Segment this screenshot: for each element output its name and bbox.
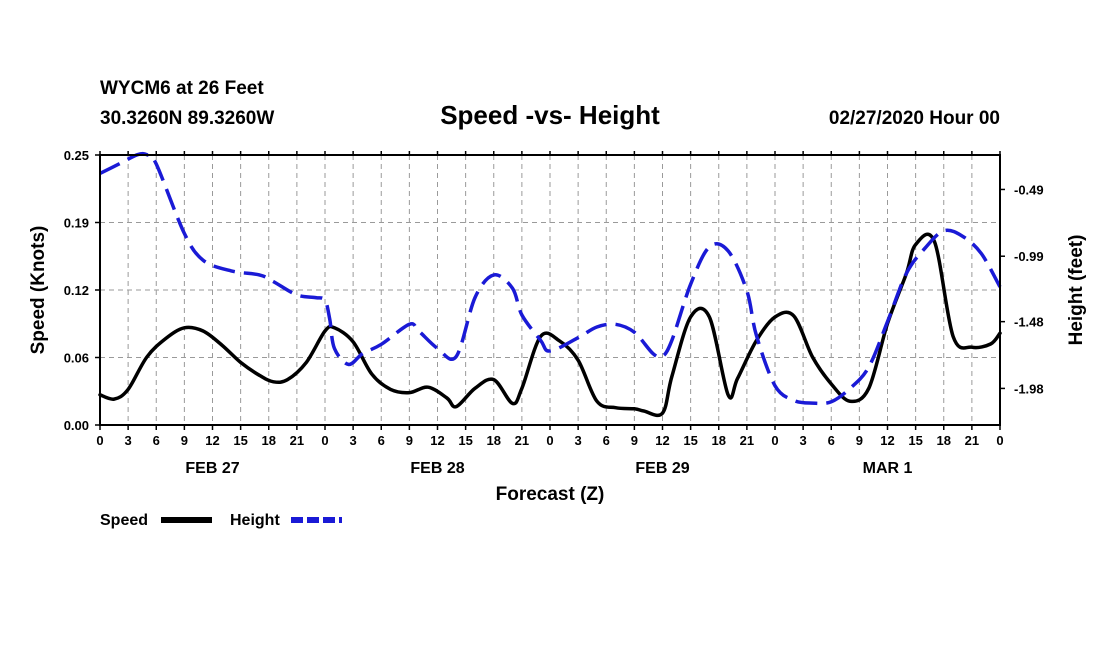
- x-tick-label: 0: [321, 433, 328, 448]
- axis-tick-labels: 0 3 6 9 12 15 18 21 0 3 6 9 12 15 18 21 0 3 6 9 12 15 18 21 0 3 6 9…: [64, 148, 1044, 477]
- x-tick-label: 3: [800, 433, 807, 448]
- series-group: [98, 151, 1002, 418]
- x-tick-label: 3: [125, 433, 132, 448]
- x-tick-label: 21: [965, 433, 979, 448]
- x-tick-label: 0: [546, 433, 553, 448]
- x-tick-label: 9: [406, 433, 413, 448]
- day-label: FEB 29: [635, 460, 689, 477]
- chart-title: Speed -vs- Height: [440, 100, 660, 130]
- x-tick-label: 6: [378, 433, 385, 448]
- x-tick-label: 0: [96, 433, 103, 448]
- x-tick-label: 6: [153, 433, 160, 448]
- coords-label: 30.3260N 89.3260W: [100, 108, 274, 129]
- y-tick-label: 0.00: [64, 418, 89, 433]
- x-tick-label: 21: [515, 433, 529, 448]
- x-tick-label: 15: [683, 433, 697, 448]
- x-tick-label: 9: [631, 433, 638, 448]
- day-label: FEB 28: [410, 460, 464, 477]
- x-tick-label: 9: [856, 433, 863, 448]
- x-tick-label: 6: [828, 433, 835, 448]
- grid: [100, 155, 1000, 425]
- x-tick-label: 18: [487, 433, 501, 448]
- speed-series-line: [98, 232, 1002, 418]
- y2-axis-label: Height (feet): [1066, 235, 1087, 346]
- y2-tick-label: -0.99: [1014, 249, 1044, 264]
- x-tick-label: 12: [430, 433, 444, 448]
- x-tick-label: 15: [908, 433, 922, 448]
- x-tick-label: 9: [181, 433, 188, 448]
- legend-height-label: Height: [230, 512, 280, 529]
- day-label: FEB 27: [185, 460, 239, 477]
- legend-speed-label: Speed: [100, 512, 148, 529]
- x-tick-label: 3: [575, 433, 582, 448]
- x-axis-label: Forecast (Z): [496, 484, 605, 505]
- x-tick-label: 18: [262, 433, 276, 448]
- x-tick-label: 6: [603, 433, 610, 448]
- y-tick-label: 0.06: [64, 351, 89, 366]
- x-tick-label: 12: [205, 433, 219, 448]
- height-series-line: [99, 151, 1002, 406]
- y-tick-label: 0.12: [64, 283, 89, 298]
- x-tick-label: 3: [350, 433, 357, 448]
- x-tick-label: 0: [771, 433, 778, 448]
- x-tick-label: 18: [712, 433, 726, 448]
- y-axis-label: Speed (Knots): [28, 226, 49, 355]
- y-tick-label: 0.25: [64, 148, 89, 163]
- x-tick-label: 12: [655, 433, 669, 448]
- x-tick-label: 18: [937, 433, 951, 448]
- x-tick-label: 21: [290, 433, 304, 448]
- y-tick-label: 0.19: [64, 216, 89, 231]
- x-tick-label: 15: [458, 433, 472, 448]
- y2-tick-label: -1.98: [1014, 381, 1044, 396]
- x-tick-label: 21: [740, 433, 754, 448]
- station-label: WYCM6 at 26 Feet: [100, 78, 264, 99]
- x-tick-label: 0: [996, 433, 1003, 448]
- legend: Speed Height: [100, 512, 342, 529]
- y2-tick-label: -0.49: [1014, 182, 1044, 197]
- x-tick-label: 12: [880, 433, 894, 448]
- y2-tick-label: -1.48: [1014, 315, 1044, 330]
- plot-frame: [99, 154, 1001, 426]
- day-label: MAR 1: [863, 460, 913, 477]
- run-time-label: 02/27/2020 Hour 00: [829, 108, 1000, 129]
- x-tick-label: 15: [233, 433, 247, 448]
